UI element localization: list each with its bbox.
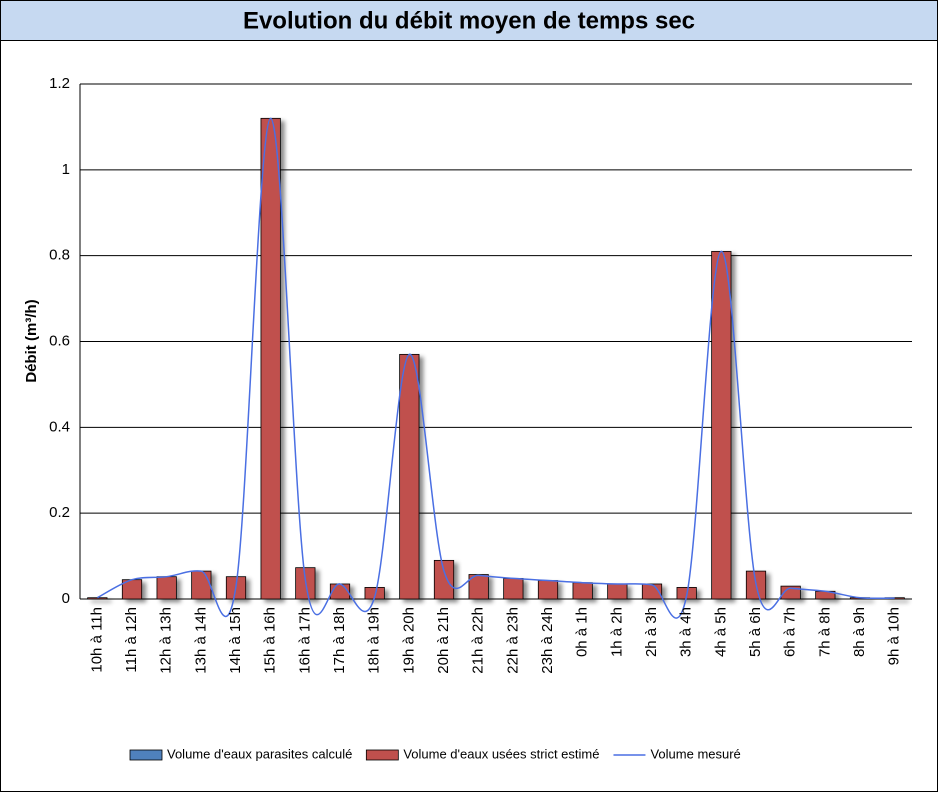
x-tick-label: 8h à 9h (851, 607, 868, 657)
y-tick-label: 0.6 (49, 332, 70, 349)
x-tick-label: 3h à 4h (678, 607, 695, 657)
x-tick-label: 1h à 2h (608, 607, 625, 657)
legend-swatch (365, 749, 399, 761)
x-tick-label: 4h à 5h (712, 607, 729, 657)
x-tick-label: 7h à 8h (816, 607, 833, 657)
x-tick-label: 13h à 14h (192, 607, 209, 674)
title-bar (0, 0, 938, 41)
line (96, 117, 895, 619)
bar (156, 576, 177, 600)
bar (468, 574, 489, 600)
x-tick-label: 15h à 16h (262, 607, 279, 674)
x-tick-label: 22h à 23h (504, 607, 521, 674)
x-tick-label: 6h à 7h (782, 607, 799, 657)
x-tick-label: 21h à 22h (470, 607, 487, 674)
x-tick-label: 0h à 1h (574, 607, 591, 657)
chart-title: Evolution du débit moyen de temps sec (243, 7, 695, 34)
bar (329, 583, 351, 600)
x-tick-label: 18h à 19h (366, 607, 383, 674)
bar (711, 250, 732, 600)
x-tick-label: 14h à 15h (227, 607, 244, 674)
bar (87, 597, 108, 600)
x-tick-label: 11h à 12h (123, 607, 140, 673)
x-tick-label: 23h à 24h (539, 607, 556, 674)
bar (191, 570, 212, 600)
y-axis-label: Débit (m³/h) (23, 299, 40, 382)
bar (399, 353, 420, 600)
bar (433, 559, 455, 600)
legend-swatch (129, 749, 163, 761)
bar (572, 582, 593, 600)
x-tick-label: 16h à 17h (296, 607, 313, 674)
bar (607, 583, 628, 600)
bar (260, 117, 281, 600)
y-tick-label: 1.2 (49, 75, 70, 92)
y-tick-label: 0.4 (49, 418, 70, 435)
y-tick-label: 1 (62, 161, 70, 178)
legend-label: Volume d'eaux usées strict estimé (403, 746, 599, 761)
x-tick-label: 19h à 20h (400, 607, 417, 674)
x-tick-label: 2h à 3h (643, 607, 660, 657)
x-tick-label: 20h à 21h (435, 607, 452, 674)
x-tick-label: 9h à 10h (886, 607, 903, 665)
legend-label: Volume mesuré (650, 746, 740, 761)
bar (503, 578, 524, 600)
y-tick-label: 0.2 (49, 504, 70, 521)
legend-label: Volume d'eaux parasites calculé (167, 746, 352, 761)
y-tick-label: 0.8 (49, 247, 70, 264)
bar (537, 580, 559, 600)
x-tick-label: 17h à 18h (331, 607, 348, 674)
x-tick-label: 10h à 11h (88, 607, 105, 673)
y-tick-label: 0 (62, 590, 70, 607)
x-tick-label: 5h à 6h (747, 607, 764, 657)
x-tick-label: 12h à 13h (158, 607, 175, 674)
